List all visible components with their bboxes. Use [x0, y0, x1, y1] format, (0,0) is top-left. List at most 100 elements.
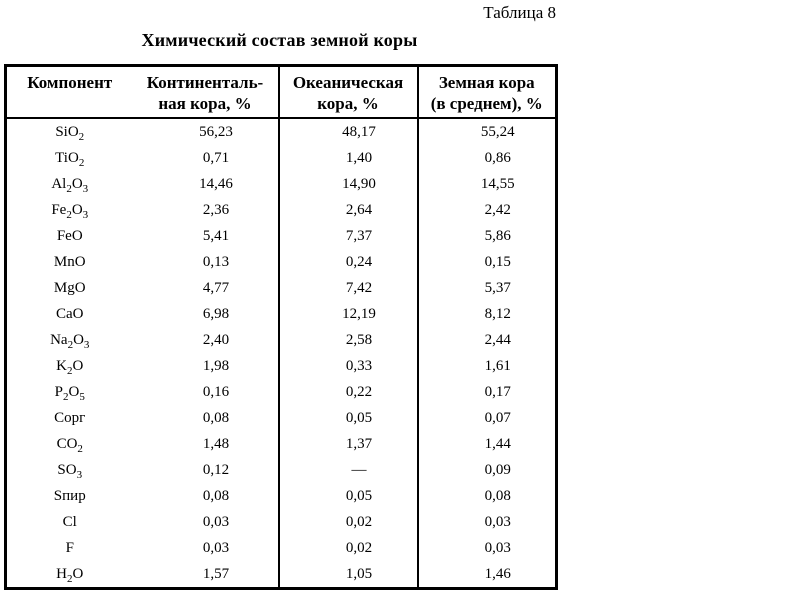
- oceanic-value-cell: 0,02: [277, 535, 418, 561]
- average-value-cell: 0,15: [416, 249, 557, 275]
- component-cell: Sпир: [53, 487, 86, 504]
- data-table: Компонент Континенталь- ная кора, % Океа…: [4, 64, 558, 590]
- table-row: K2O 1,98 0,33 1,61: [6, 353, 557, 379]
- component-cell: CaO: [56, 305, 84, 322]
- oceanic-value-cell: 0,24: [277, 249, 418, 275]
- continental-value-cell: 5,41: [202, 227, 230, 244]
- table-row: P2O5 0,16 0,22 0,17: [6, 379, 557, 405]
- continental-value-cell: 0,08: [202, 487, 230, 504]
- continental-value-cell: 6,98: [202, 305, 230, 322]
- table-row: CaO 6,98 12,19 8,12: [6, 301, 557, 327]
- oceanic-value-cell: 0,05: [277, 405, 418, 431]
- table-row: Cорг 0,08 0,05 0,07: [6, 405, 557, 431]
- average-value-cell: 0,03: [416, 535, 557, 561]
- average-value-cell: 0,86: [416, 145, 557, 171]
- continental-value-cell: 0,08: [202, 409, 230, 426]
- continental-value-cell: 0,03: [202, 513, 230, 530]
- continental-value-cell: 56,23: [199, 123, 233, 140]
- average-value-cell: 0,17: [416, 379, 557, 405]
- table-row: MnO 0,13 0,24 0,15: [6, 249, 557, 275]
- component-cell: TiO2: [55, 149, 85, 169]
- header-line: ная кора, %: [158, 94, 252, 113]
- table-row: FeO 5,41 7,37 5,86: [6, 223, 557, 249]
- header-line: Компонент: [27, 73, 113, 92]
- average-value-cell: 55,24: [416, 118, 557, 145]
- table-row: H2O 1,57 1,05 1,46: [6, 561, 557, 589]
- header-component: Компонент: [5, 65, 133, 119]
- header-line: Земная кора: [438, 73, 535, 92]
- component-cell: P2O5: [54, 383, 85, 403]
- continental-value-cell: 1,48: [202, 435, 230, 452]
- component-cell: SO3: [57, 461, 83, 481]
- table-number-label: Таблица 8: [483, 3, 556, 22]
- page-title: Химический состав земной коры: [141, 30, 418, 50]
- continental-value-cell: 0,12: [202, 461, 230, 478]
- table-body: SiO2 56,23 48,17 55,24 TiO2 0,71 1,40 0,86 Al2O3…: [6, 118, 557, 589]
- component-cell: H2O: [56, 565, 84, 585]
- oceanic-value-cell: 0,05: [277, 483, 418, 509]
- continental-value-cell: 4,77: [202, 279, 230, 296]
- component-cell: Na2O3: [50, 331, 90, 351]
- component-cell: Al2O3: [51, 175, 89, 195]
- continental-value-cell: 1,98: [202, 357, 230, 374]
- oceanic-value-cell: 7,37: [277, 223, 418, 249]
- oceanic-value-cell: 7,42: [277, 275, 418, 301]
- oceanic-value-cell: 1,37: [277, 431, 418, 457]
- oceanic-value-cell: 0,22: [277, 379, 418, 405]
- continental-value-cell: 0,71: [202, 149, 230, 166]
- header-oceanic-crust: Океаническая кора, %: [277, 65, 418, 119]
- component-cell: F: [65, 539, 74, 556]
- oceanic-value-cell: 14,90: [277, 171, 418, 197]
- component-cell: MgO: [53, 279, 86, 296]
- component-cell: MnO: [53, 253, 86, 270]
- average-value-cell: 1,61: [416, 353, 557, 379]
- average-value-cell: 2,44: [416, 327, 557, 353]
- average-value-cell: 0,07: [416, 405, 557, 431]
- continental-value-cell: 0,16: [202, 383, 230, 400]
- table-row: Sпир 0,08 0,05 0,08: [6, 483, 557, 509]
- oceanic-value-cell: 1,40: [277, 145, 418, 171]
- component-cell: Cl: [62, 513, 77, 530]
- component-cell: SiO2: [55, 123, 85, 143]
- average-value-cell: 1,46: [416, 561, 557, 589]
- average-value-cell: 0,03: [416, 509, 557, 535]
- continental-value-cell: 0,13: [202, 253, 230, 270]
- component-cell: Fe2O3: [51, 201, 89, 221]
- table-row: SO3 0,12 —0,09: [6, 457, 557, 483]
- component-cell: CO2: [56, 435, 83, 455]
- average-value-cell: 0,09: [416, 457, 557, 483]
- oceanic-value-cell: 1,05: [277, 561, 418, 589]
- oceanic-value-cell: —: [277, 457, 418, 483]
- average-value-cell: 1,44: [416, 431, 557, 457]
- table-row: Cl 0,03 0,02 0,03: [6, 509, 557, 535]
- table-header: Компонент Континенталь- ная кора, % Океа…: [5, 65, 557, 119]
- average-value-cell: 0,08: [416, 483, 557, 509]
- continental-value-cell: 2,40: [202, 331, 230, 348]
- table-row: Na2O3 2,40 2,58 2,44: [6, 327, 557, 353]
- header-average-crust: Земная кора (в среднем), %: [416, 65, 557, 119]
- average-value-cell: 14,55: [416, 171, 557, 197]
- component-cell: FeO: [56, 227, 83, 244]
- average-value-cell: 5,37: [416, 275, 557, 301]
- component-cell: Cорг: [54, 409, 86, 426]
- oceanic-value-cell: 0,33: [277, 353, 418, 379]
- component-cell: K2O: [56, 357, 84, 377]
- header-line: Океаническая: [292, 73, 404, 92]
- continental-value-cell: 1,57: [202, 565, 230, 582]
- header-row: Компонент Континенталь- ная кора, % Океа…: [5, 65, 557, 119]
- table-row: SiO2 56,23 48,17 55,24: [6, 118, 557, 145]
- oceanic-value-cell: 12,19: [277, 301, 418, 327]
- average-value-cell: 2,42: [416, 197, 557, 223]
- continental-value-cell: 0,03: [202, 539, 230, 556]
- table-row: F 0,03 0,02 0,03: [6, 535, 557, 561]
- oceanic-value-cell: 48,17: [277, 118, 418, 145]
- header-line: (в среднем), %: [430, 94, 543, 113]
- table-row: Al2O3 14,46 14,90 14,55: [6, 171, 557, 197]
- table-row: Fe2O3 2,36 2,64 2,42: [6, 197, 557, 223]
- table-row: TiO2 0,71 1,40 0,86: [6, 145, 557, 171]
- table-row: MgO 4,77 7,42 5,37: [6, 275, 557, 301]
- average-value-cell: 8,12: [416, 301, 557, 327]
- continental-value-cell: 14,46: [199, 175, 233, 192]
- continental-value-cell: 2,36: [202, 201, 230, 218]
- oceanic-value-cell: 2,64: [277, 197, 418, 223]
